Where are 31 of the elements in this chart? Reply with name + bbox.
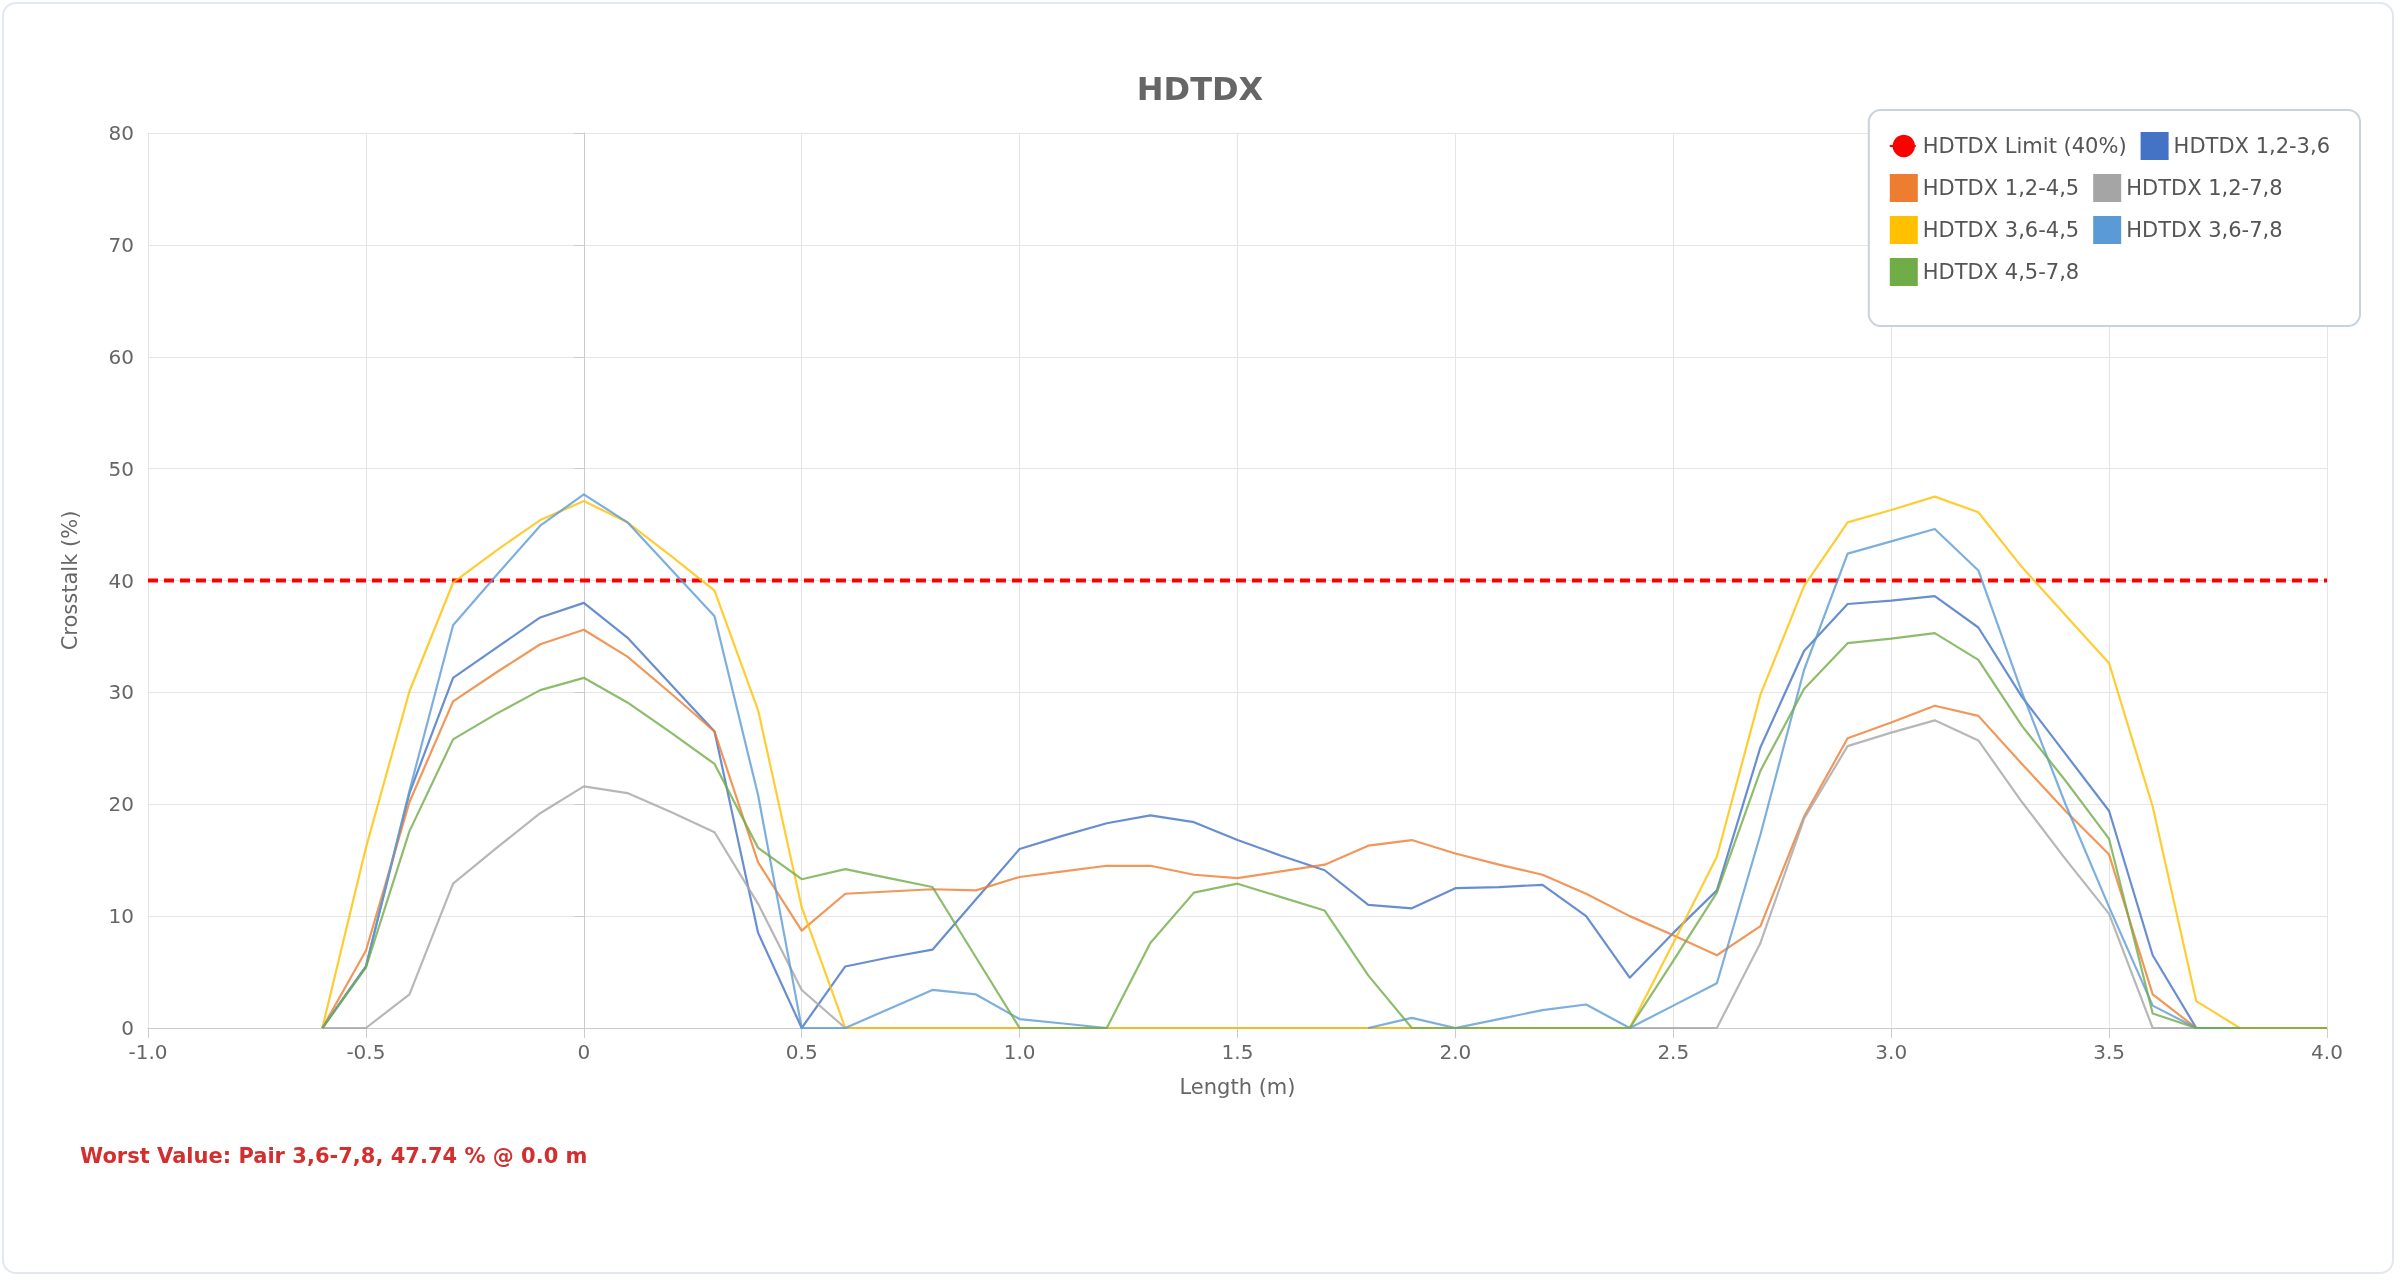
x-tick-label: 0 — [577, 1040, 591, 1064]
y-axis-title: Crosstalk (%) — [57, 510, 82, 651]
x-tick-label: 2.5 — [1657, 1040, 1690, 1064]
y-tick-label: 40 — [108, 568, 134, 593]
y-tick-label: 10 — [108, 904, 134, 929]
y-tick-label: 0 — [121, 1016, 134, 1040]
x-tick-label: -0.5 — [346, 1040, 386, 1064]
x-axis-title: Length (m) — [1179, 1074, 1296, 1099]
x-tick-label: 0.5 — [785, 1040, 818, 1064]
x-tick-label: 1.5 — [1221, 1040, 1254, 1064]
x-tick-label: 2.0 — [1439, 1040, 1472, 1064]
x-tick-label: -1.0 — [128, 1040, 168, 1064]
y-tick-label: 20 — [108, 792, 134, 817]
x-tick-label: 3.5 — [2093, 1040, 2126, 1064]
x-tick-label: 1.0 — [1003, 1040, 1036, 1064]
y-tick-label: 60 — [108, 344, 134, 369]
x-tick-label: 4.0 — [2311, 1040, 2343, 1064]
legend-label: HDTDX 1,2-4,5 — [1922, 176, 2080, 200]
y-tick-label: 80 — [108, 121, 134, 145]
legend-label: HDTDX 1,2-3,6 — [2173, 134, 2331, 158]
legend-label: HDTDX 3,6-7,8 — [2126, 218, 2283, 242]
legend-label: HDTDX 3,6-4,5 — [1922, 218, 2080, 242]
x-tick-label: 3.0 — [1875, 1040, 1908, 1064]
y-tick-label: 50 — [108, 456, 134, 481]
text: Worst Value: Pair 3,6-7,8, 47.74 % @ 0.0 m — [80, 1143, 588, 1168]
chart-title: HDTDX — [1136, 70, 1264, 108]
legend-label: HDTDX 1,2-7,8 — [2126, 176, 2283, 200]
legend-label: HDTDX 4,5-7,8 — [1922, 260, 2080, 284]
y-tick-label: 70 — [108, 232, 134, 257]
legend-label: HDTDX Limit (40%) — [1922, 134, 2127, 158]
y-tick-label: 30 — [108, 680, 134, 705]
